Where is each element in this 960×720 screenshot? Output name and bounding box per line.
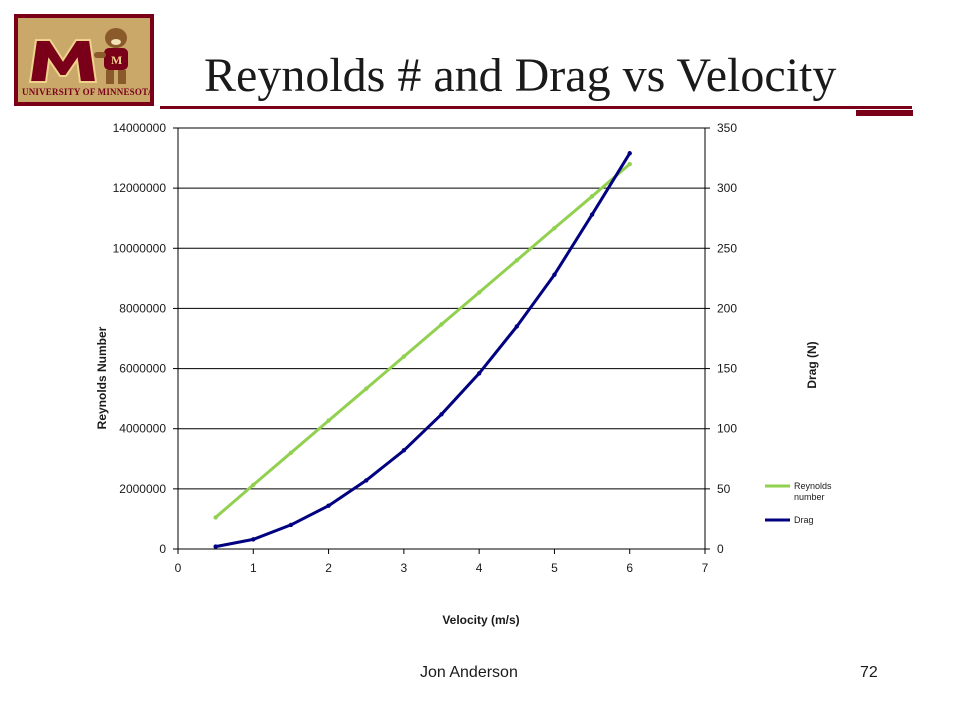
right-y-tick-label: 50 xyxy=(717,482,731,496)
logo-background: M UNIVERSITY OF MINNESOTA xyxy=(18,18,155,102)
left-y-tick-label: 10000000 xyxy=(113,241,167,255)
x-tick-label: 3 xyxy=(401,561,408,575)
left-y-tick-label: 2000000 xyxy=(119,482,166,496)
data-point-drag xyxy=(213,544,218,549)
x-tick-label: 1 xyxy=(250,561,257,575)
data-point-drag xyxy=(326,503,331,508)
x-tick-label: 0 xyxy=(175,561,182,575)
left-y-tick-label: 4000000 xyxy=(119,422,166,436)
university-logo: M UNIVERSITY OF MINNESOTA xyxy=(14,14,154,106)
data-point-drag xyxy=(514,324,519,329)
gopher-mascot-icon: M xyxy=(94,28,128,84)
data-point-drag xyxy=(476,371,482,376)
left-y-tick-label: 14000000 xyxy=(113,121,167,135)
x-tick-label: 6 xyxy=(626,561,633,575)
data-point-drag xyxy=(627,151,632,156)
data-point-drag xyxy=(251,537,256,542)
x-axis-title: Velocity (m/s) xyxy=(442,613,519,627)
data-point-drag xyxy=(401,448,407,453)
right-y-tick-label: 150 xyxy=(717,362,737,376)
data-point-reynolds xyxy=(251,482,256,488)
right-y-axis-title: Drag (N) xyxy=(805,341,819,388)
x-tick-label: 2 xyxy=(325,561,332,575)
data-point-reynolds xyxy=(326,418,331,423)
left-y-tick-label: 0 xyxy=(159,542,166,556)
series-line-reynolds xyxy=(214,162,631,519)
right-y-tick-label: 100 xyxy=(717,422,737,436)
series-lines xyxy=(213,151,632,549)
data-point-reynolds xyxy=(401,354,407,359)
series-line-drag xyxy=(215,152,631,549)
data-point-reynolds xyxy=(364,386,369,391)
axis-titles: Velocity (m/s) Reynolds Number Drag (N) xyxy=(95,326,819,627)
data-point-reynolds xyxy=(288,450,294,455)
left-y-tick-label: 12000000 xyxy=(113,181,167,195)
data-point-reynolds xyxy=(439,322,444,327)
right-y-tick-label: 0 xyxy=(717,542,724,556)
legend: Reynolds number Drag xyxy=(765,481,832,525)
title-underline-accent xyxy=(856,110,913,116)
left-y-tick-label: 6000000 xyxy=(119,362,166,376)
data-point-reynolds xyxy=(627,161,632,167)
svg-text:M: M xyxy=(111,53,122,67)
right-y-tick-label: 350 xyxy=(717,121,737,135)
data-point-drag xyxy=(439,412,444,417)
data-point-reynolds xyxy=(213,515,218,520)
page-number: 72 xyxy=(860,664,878,681)
data-point-drag xyxy=(589,212,595,217)
slide-title: Reynolds # and Drag vs Velocity xyxy=(204,49,837,102)
data-point-reynolds xyxy=(589,194,595,199)
x-tick-label: 4 xyxy=(476,561,483,575)
logo-text: UNIVERSITY OF MINNESOTA xyxy=(22,87,155,97)
right-y-tick-label: 200 xyxy=(717,301,737,315)
x-tick-label: 5 xyxy=(551,561,558,575)
right-y-tick-label: 300 xyxy=(717,181,737,195)
legend-label-drag: Drag xyxy=(794,515,814,525)
axes xyxy=(173,127,710,554)
data-point-reynolds xyxy=(476,290,482,295)
block-m-icon xyxy=(28,39,98,83)
data-point-drag xyxy=(552,272,557,277)
data-point-reynolds xyxy=(514,258,519,263)
right-y-tick-label: 250 xyxy=(717,241,737,255)
title-underline xyxy=(160,106,912,109)
x-tick-label: 7 xyxy=(702,561,709,575)
footer-author: Jon Anderson xyxy=(420,664,518,681)
data-point-drag xyxy=(364,478,369,483)
data-point-reynolds xyxy=(552,225,557,231)
gridlines xyxy=(178,127,705,490)
left-y-tick-label: 8000000 xyxy=(119,301,166,315)
left-y-axis-title: Reynolds Number xyxy=(95,326,109,429)
legend-label-reynolds: Reynolds number xyxy=(794,481,832,502)
data-point-drag xyxy=(288,522,294,528)
